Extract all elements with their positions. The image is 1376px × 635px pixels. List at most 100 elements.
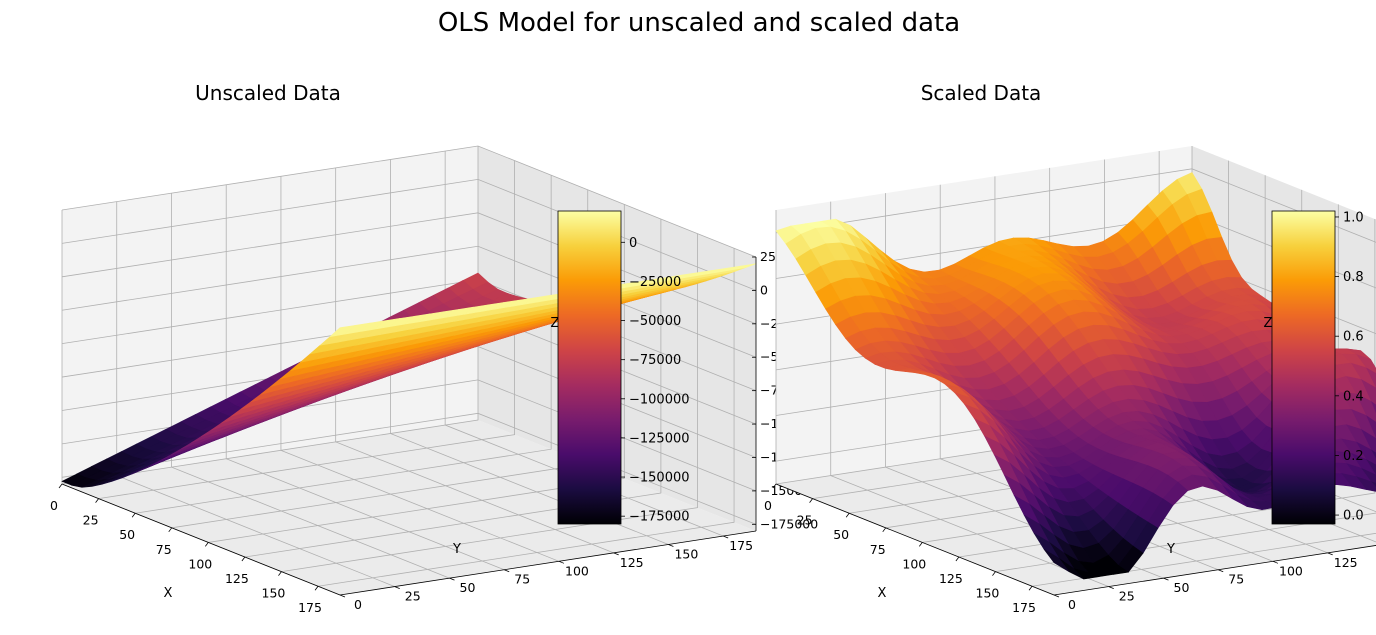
colorbar-tick-label: −125000 — [629, 431, 690, 446]
x-tick — [131, 512, 136, 518]
y-tick-label: 25 — [405, 589, 421, 604]
x-tick — [204, 542, 209, 547]
y-tick — [504, 569, 510, 573]
scaled-title: Scaled Data — [921, 81, 1042, 105]
x-tick-label: 100 — [902, 556, 926, 571]
surface-patch — [329, 324, 356, 338]
x-grid-line — [281, 233, 698, 573]
y-tick-label: 75 — [1228, 572, 1244, 587]
x-tick-label: 125 — [225, 571, 249, 586]
x-tick — [58, 483, 63, 489]
colorbar-gradient — [557, 210, 622, 525]
y-tick — [558, 560, 565, 564]
y-tick — [1218, 569, 1224, 573]
x-grid-line — [244, 219, 662, 558]
y-tick — [394, 586, 400, 589]
z-tick-label: −175000 — [760, 516, 818, 531]
y-tick — [668, 544, 674, 547]
surface-patch — [1043, 549, 1070, 572]
x-tick — [241, 556, 246, 562]
y-tick-label: 100 — [565, 563, 589, 578]
y-grid-line — [171, 193, 450, 579]
scaled-colorbar: 0.0 0.2 0.4 0.6 0.8 1.0 — [1271, 210, 1364, 525]
y-tick-label: 0 — [354, 597, 362, 612]
colorbar-tick-label: 0.0 — [1343, 509, 1364, 524]
y-tick-label: 0 — [1068, 597, 1076, 612]
y-grid-line — [280, 176, 560, 562]
x-tick-label: 0 — [50, 498, 58, 513]
x-tick-label: 50 — [119, 527, 135, 542]
colorbar-gradient — [1271, 210, 1336, 525]
colorbar-tick-label: 0 — [629, 236, 637, 251]
y-tick — [449, 577, 455, 581]
z-grid-line — [775, 168, 1376, 243]
x-tick-label: 25 — [83, 513, 99, 528]
y-tick-label: 50 — [460, 580, 476, 595]
colorbar-tick-label: −175000 — [629, 510, 690, 525]
x-tick-label: 75 — [870, 542, 886, 557]
z-grid-line — [61, 179, 757, 291]
y-tick-label: 25 — [1119, 589, 1135, 604]
z-tick-label: 0 — [760, 282, 768, 297]
x-tick — [992, 571, 996, 576]
x-grid-line — [61, 146, 479, 485]
y-tick-label: 50 — [1174, 580, 1190, 595]
x-grid-line — [1031, 532, 1376, 587]
colorbar-tick-label: 1.0 — [1343, 210, 1364, 225]
x-tick — [278, 571, 282, 576]
x-tick — [1028, 585, 1033, 591]
unscaled-z-label: Z — [551, 316, 560, 331]
y-tick — [1272, 560, 1279, 564]
y-tick-label: 125 — [620, 555, 644, 570]
colorbar-tick-label: −50000 — [629, 314, 681, 329]
z-grid-line — [61, 145, 757, 258]
colorbar-tick-label: −75000 — [629, 353, 681, 368]
y-tick — [339, 594, 346, 598]
x-tick-label: 50 — [833, 527, 849, 542]
y-grid-line — [335, 167, 614, 554]
y-tick — [1108, 586, 1114, 589]
y-tick — [613, 552, 619, 556]
unscaled-x-label: X — [164, 586, 173, 601]
scaled-ticks: 025507510012515017502550751001251501750.… — [764, 483, 1376, 615]
unscaled-colorbar: 0 −25000 −50000 −75000 −100000 −125000 −150000… — [557, 210, 690, 525]
left-pane — [62, 146, 478, 484]
x-tick-label: 0 — [764, 498, 772, 513]
x-tick — [845, 512, 850, 518]
z-grid-line — [61, 346, 757, 458]
y-tick — [723, 535, 729, 539]
y-tick-label: 125 — [1334, 555, 1358, 570]
x-tick-label: 100 — [188, 556, 212, 571]
y-grid-line — [225, 184, 505, 571]
y-tick — [1327, 552, 1333, 556]
x-tick-label: 150 — [262, 586, 286, 601]
suptitle: OLS Model for unscaled and scaled data — [438, 8, 960, 38]
x-tick — [809, 498, 813, 503]
x-tick — [882, 527, 887, 533]
x-tick — [314, 585, 319, 591]
colorbar-tick-label: 0.6 — [1343, 330, 1364, 345]
scaled-panel: Scaled Data 0 25 50 75 100 125 150 175 0 25 50 75 10… — [764, 81, 1376, 615]
scaled-y-label: Y — [1166, 542, 1175, 557]
y-tick-label: 100 — [1279, 563, 1303, 578]
y-tick-label: 175 — [729, 538, 753, 553]
colorbar-tick-label: −150000 — [629, 471, 690, 486]
unscaled-axes-3d — [61, 145, 757, 596]
unscaled-panel: Unscaled Data 0 25 50 75 100 125 150 175 0 25 50 75… — [50, 81, 818, 615]
x-grid-line — [135, 175, 552, 514]
x-grid-line — [98, 160, 515, 500]
x-tick-label: 125 — [939, 571, 963, 586]
y-tick — [1053, 594, 1060, 598]
colorbar-tick-label: 0.4 — [1343, 389, 1364, 404]
y-tick-label: 150 — [674, 546, 698, 561]
x-tick-label: 25 — [797, 513, 813, 528]
z-grid-line — [61, 412, 757, 525]
scaled-x-label: X — [878, 586, 887, 601]
y-axis-line — [339, 530, 757, 596]
x-axis-line — [61, 483, 341, 596]
x-tick-label: 75 — [156, 542, 172, 557]
colorbar-tick-label: 0.2 — [1343, 449, 1364, 464]
x-tick-label: 175 — [298, 600, 322, 615]
unscaled-surface — [61, 263, 757, 488]
